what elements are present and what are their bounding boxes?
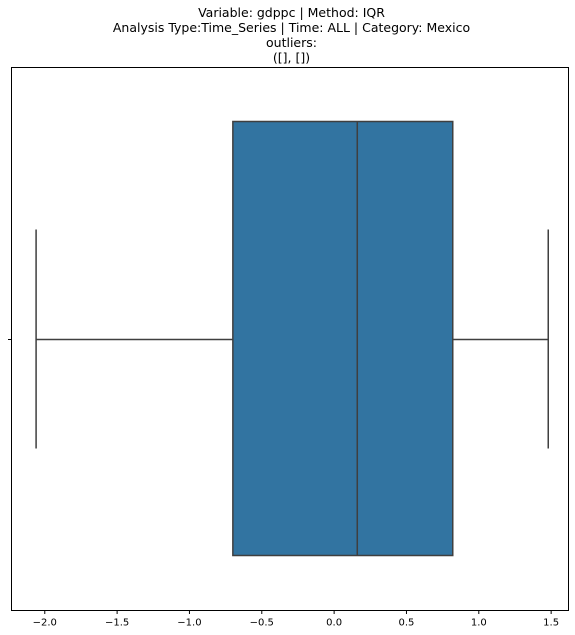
title-line-1: Variable: gdppc | Method: IQR xyxy=(198,5,385,20)
x-tick-label: 0.5 xyxy=(399,618,415,629)
iqr-box xyxy=(232,120,454,557)
x-tick-label: −1.5 xyxy=(105,618,129,629)
x-tick-label: −0.5 xyxy=(250,618,274,629)
title-line-4: ([], []) xyxy=(272,50,311,65)
x-tick-label: −2.0 xyxy=(33,618,57,629)
title-line-3: outliers: xyxy=(266,35,317,50)
chart-title: Variable: gdppc | Method: IQR Analysis T… xyxy=(0,5,575,65)
x-tick-label: 1.5 xyxy=(543,618,559,629)
x-tick-label: −1.0 xyxy=(177,618,201,629)
x-tick-label: 0.0 xyxy=(326,618,342,629)
title-line-2: Analysis Type:Time_Series | Time: ALL | … xyxy=(112,20,471,35)
x-tick-label: 1.0 xyxy=(471,618,487,629)
